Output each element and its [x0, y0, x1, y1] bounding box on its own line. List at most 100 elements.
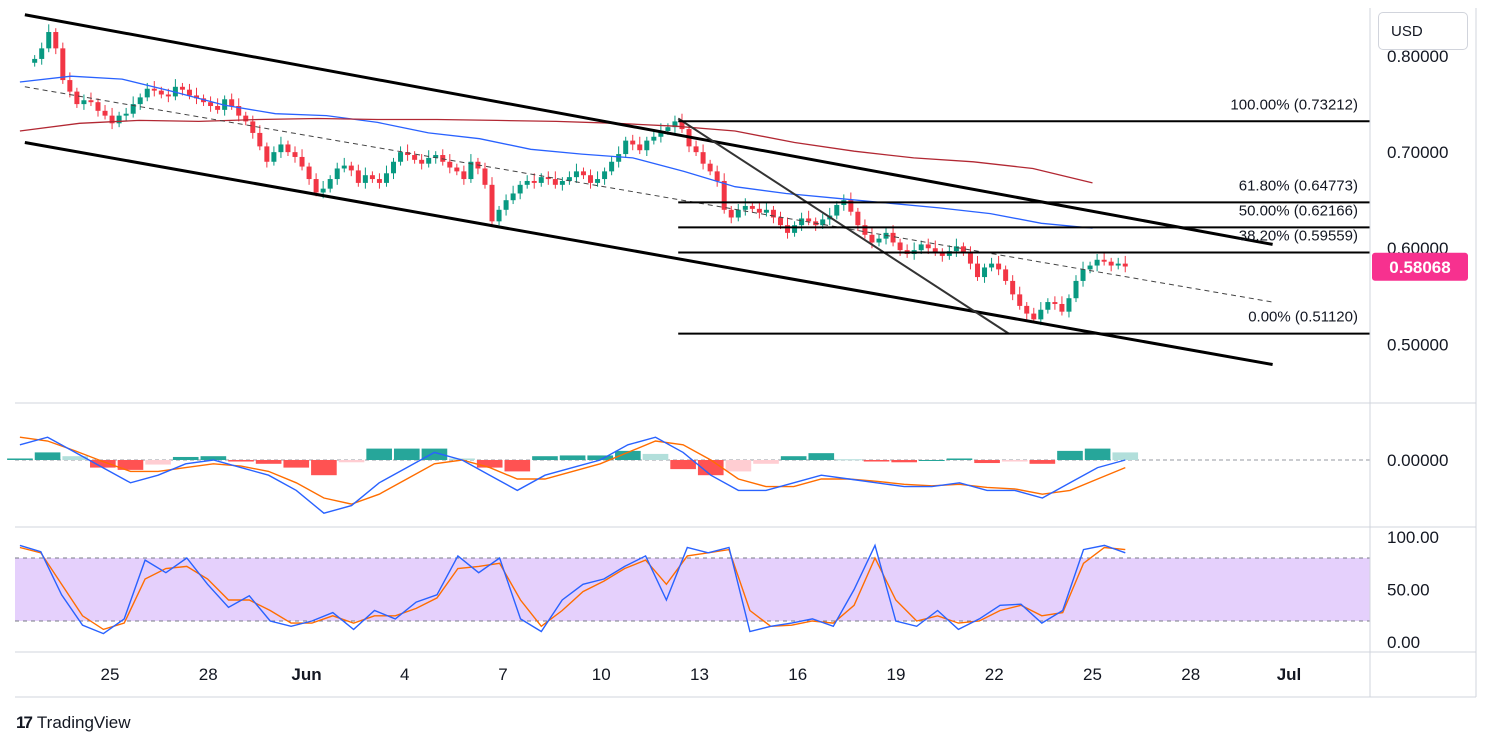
- macd-tick-label: 0.00000: [1387, 451, 1448, 470]
- moving-average-red: [19, 117, 1093, 184]
- candle-body: [144, 88, 150, 98]
- macd-histogram-bar: [863, 460, 890, 462]
- candle-body: [95, 102, 101, 111]
- candle-body: [67, 80, 73, 92]
- candle-body: [616, 154, 622, 162]
- candle-body: [848, 200, 854, 212]
- candle: [721, 173, 727, 214]
- candle-body: [1052, 302, 1058, 304]
- candle: [1108, 257, 1114, 272]
- candle: [39, 42, 45, 65]
- candle-body: [1003, 269, 1009, 281]
- candle: [707, 159, 713, 176]
- candle-body: [53, 32, 59, 49]
- macd-pane[interactable]: [7, 436, 1370, 514]
- candle-body: [376, 179, 382, 183]
- candle-body: [243, 115, 249, 122]
- candle: [186, 83, 192, 100]
- candle: [904, 244, 910, 258]
- candle-body: [876, 238, 882, 243]
- candle: [806, 210, 812, 226]
- candle: [32, 55, 38, 67]
- candle-body: [707, 163, 713, 172]
- candle-body: [834, 205, 840, 216]
- candle: [109, 107, 115, 130]
- candle-body: [679, 121, 685, 130]
- candle: [770, 205, 776, 224]
- stoch-tick-label: 50.00: [1387, 581, 1430, 600]
- macd-histogram-bar: [836, 459, 862, 461]
- candle-body: [700, 152, 706, 164]
- candle-body: [215, 106, 221, 110]
- macd-histogram-bar: [90, 460, 116, 468]
- stoch-tick-label: 0.00: [1387, 633, 1420, 652]
- rsi-pane[interactable]: [15, 543, 1370, 635]
- candle-body: [637, 144, 643, 151]
- candle-body: [271, 152, 277, 162]
- candle-body: [39, 48, 45, 59]
- current-price-label: 0.58068: [1389, 258, 1450, 277]
- fib-level-label: 100.00% (0.73212): [1230, 96, 1358, 113]
- candle-body: [327, 179, 333, 189]
- macd-histogram-bar: [504, 460, 531, 472]
- candle-body: [672, 121, 678, 128]
- candle-body: [510, 193, 516, 201]
- macd-signal-line: [19, 436, 1126, 505]
- candle: [1052, 296, 1058, 310]
- candle: [482, 162, 488, 189]
- candle-body: [454, 167, 460, 172]
- price-pane[interactable]: 100.00% (0.73212) 61.80% (0.64773) 50.00% …: [19, 13, 1370, 366]
- macd-histogram-bar: [642, 453, 669, 460]
- candle-body: [1115, 263, 1121, 266]
- candle: [172, 79, 178, 101]
- candle-body: [785, 225, 791, 233]
- macd-histogram-bar: [891, 460, 918, 463]
- candle: [454, 163, 460, 176]
- candle: [693, 140, 699, 156]
- macd-histogram-bar: [476, 460, 503, 468]
- moving-average-blue: [19, 75, 1093, 229]
- candle-body: [538, 177, 544, 183]
- candle: [651, 131, 657, 145]
- candle-body: [1038, 309, 1044, 320]
- candle-body: [630, 140, 636, 145]
- candle-body: [383, 173, 389, 183]
- fibonacci-levels: 100.00% (0.73212) 61.80% (0.64773) 50.00% …: [678, 96, 1370, 335]
- candle: [468, 154, 474, 183]
- price-tick-label: 0.50000: [1387, 335, 1448, 354]
- candle-body: [334, 168, 340, 180]
- candle-body: [46, 32, 52, 49]
- candle: [573, 163, 579, 183]
- candle: [566, 171, 572, 185]
- candle: [862, 219, 868, 239]
- candle: [440, 149, 446, 166]
- date-tick-label: 25: [1083, 665, 1102, 684]
- candle-body: [461, 171, 467, 180]
- date-tick-label: 22: [985, 665, 1004, 684]
- candle-body: [531, 180, 537, 183]
- candle: [996, 255, 1002, 276]
- macd-histogram-bar: [753, 460, 779, 464]
- axes: 0.800000.700000.600000.500000.580680.000…: [15, 8, 1477, 698]
- candle-body: [756, 208, 762, 213]
- candle-body: [651, 136, 657, 141]
- candle: [777, 211, 783, 230]
- candle: [243, 111, 249, 126]
- candle: [271, 146, 277, 166]
- currency-selector[interactable]: USD: [1378, 12, 1468, 50]
- tradingview-icon: 17: [16, 713, 33, 732]
- date-tick-label: 16: [788, 665, 807, 684]
- candle-body: [806, 218, 812, 222]
- candle-body: [419, 159, 425, 164]
- stoch-tick-label: 100.00: [1387, 528, 1439, 547]
- candle-body: [580, 171, 586, 176]
- candle: [1045, 298, 1051, 314]
- candle-body: [602, 171, 608, 180]
- candle-body: [362, 175, 368, 183]
- candle: [602, 167, 608, 185]
- stoch-band: [15, 558, 1370, 621]
- macd-histogram: [7, 448, 1139, 476]
- macd-histogram-bar: [1084, 448, 1111, 460]
- candle-body: [250, 121, 256, 133]
